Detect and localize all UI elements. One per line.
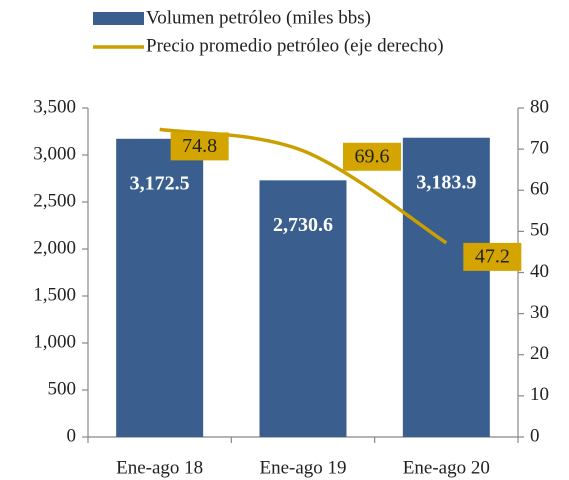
y2-tick-label: 40 bbox=[530, 261, 549, 282]
bar-value-label: 3,183.9 bbox=[416, 171, 476, 193]
x-tick-label: Ene-ago 18 bbox=[116, 457, 203, 478]
line-label-box bbox=[343, 142, 401, 171]
y2-tick-label: 20 bbox=[530, 343, 549, 364]
line-value-label: 69.6 bbox=[355, 145, 390, 167]
line-label-box bbox=[463, 242, 522, 271]
y-tick-label: 1,500 bbox=[33, 284, 76, 305]
y-tick-label: 2,500 bbox=[33, 190, 76, 211]
legend-swatch-bar bbox=[93, 12, 144, 25]
y2-tick-label: 60 bbox=[530, 179, 549, 200]
x-tick-label: Ene-ago 20 bbox=[403, 457, 490, 478]
price-line bbox=[159, 127, 448, 245]
y-tick-label: 0 bbox=[67, 425, 77, 446]
y2-tick-label: 70 bbox=[530, 137, 549, 158]
bar bbox=[259, 180, 347, 437]
x-tick-label: Ene-ago 19 bbox=[259, 457, 346, 478]
bar bbox=[402, 137, 490, 438]
y2-tick-label: 80 bbox=[530, 96, 549, 117]
y-tick-label: 3,000 bbox=[33, 143, 76, 164]
y2-tick-label: 0 bbox=[530, 425, 540, 446]
line-value-label: 47.2 bbox=[475, 245, 510, 267]
y-tick-label: 2,000 bbox=[33, 237, 76, 258]
y2-tick-label: 50 bbox=[530, 220, 549, 241]
y-tick-label: 3,500 bbox=[33, 96, 76, 117]
bar-value-label: 3,172.5 bbox=[130, 172, 190, 194]
legend-label: Volumen petróleo (miles bbs) bbox=[146, 7, 371, 28]
y-tick-label: 500 bbox=[48, 378, 77, 399]
legend-label: Precio promedio petróleo (eje derecho) bbox=[146, 35, 444, 56]
y2-tick-label: 30 bbox=[530, 302, 549, 323]
y-tick-label: 1,000 bbox=[33, 331, 76, 352]
y2-tick-label: 10 bbox=[530, 384, 549, 405]
line-label-box bbox=[170, 132, 229, 161]
bar bbox=[116, 138, 204, 437]
bar-value-label: 2,730.6 bbox=[273, 214, 333, 236]
line-value-label: 74.8 bbox=[182, 135, 217, 157]
